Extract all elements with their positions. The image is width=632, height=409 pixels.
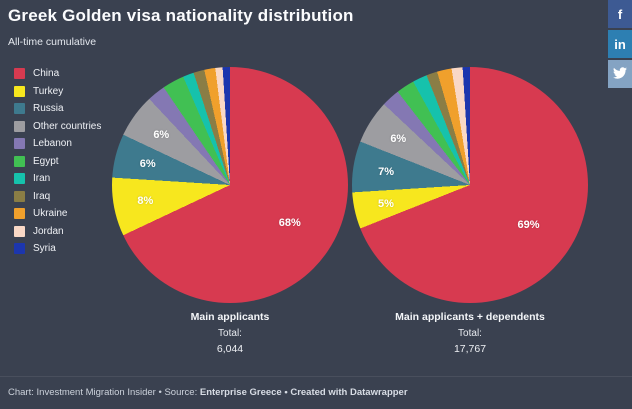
slice-label-russia: 6% (139, 157, 156, 170)
total-value: 17,767 (453, 343, 487, 355)
linkedin-share-button[interactable]: in (608, 30, 632, 58)
page-subtitle: All-time cumulative (8, 36, 97, 48)
total-label: Total: (218, 328, 242, 339)
footer-attribution: Chart: Investment Migration Insider • So… (0, 376, 632, 409)
pie-chart-main-applicants: 68% 8% 6% 6% (112, 67, 348, 303)
slice-label-russia: 7% (378, 165, 395, 178)
facebook-share-button[interactable]: f (608, 0, 632, 28)
slice-label-other-countries: 6% (390, 133, 407, 146)
legend-label: Iran (33, 173, 51, 184)
legend-item-turkey: Turkey (14, 85, 101, 97)
linkedin-icon: in (614, 36, 626, 52)
footer-chart-label: Chart: (8, 387, 34, 398)
total-value: 6,044 (216, 343, 244, 355)
footer-bullet: • (158, 387, 162, 398)
legend-item-china: China (14, 68, 101, 79)
legend-swatch-turkey (14, 85, 25, 97)
legend-item-syria: Syria (14, 243, 101, 254)
legend-item-ukraine: Ukraine (14, 208, 101, 219)
legend-item-egypt: Egypt (14, 155, 101, 167)
legend-item-iran: Iran (14, 173, 101, 184)
legend-label: Other countries (33, 120, 102, 132)
legend-swatch-china (14, 68, 25, 79)
legend-item-other-countries: Other countries (14, 120, 102, 132)
slice-label-turkey: 5% (377, 197, 394, 210)
legend-item-russia: Russia (14, 103, 101, 114)
legend-swatch-jordan (14, 225, 25, 237)
pie-chart-main-applicants-dependents: 69% 5% 7% 6% (352, 67, 588, 303)
legend-label: Iraq (33, 190, 51, 202)
social-share-column: f in (608, 0, 632, 88)
legend-label: Russia (33, 103, 64, 114)
caption-main-applicants: Main applicants Total: 6,044 (112, 311, 348, 355)
slice-label-turkey: 8% (137, 195, 154, 208)
legend-swatch-lebanon (14, 138, 25, 149)
legend-swatch-iran (14, 173, 25, 184)
footer-source-label: Source: (164, 387, 198, 398)
footer-datawrapper-link[interactable]: Created with Datawrapper (290, 387, 408, 398)
legend: China Turkey Russia Other countries Lebanon E… (14, 68, 101, 261)
legend-label: China (33, 68, 60, 79)
twitter-share-button[interactable] (608, 60, 632, 88)
facebook-icon: f (617, 6, 623, 22)
legend-label: Lebanon (33, 138, 72, 149)
caption-main-applicants-dependents: Main applicants + dependents Total: 17,7… (352, 311, 588, 355)
legend-item-jordan: Jordan (14, 225, 101, 237)
slice-label-other-countries: 6% (153, 129, 170, 142)
legend-item-lebanon: Lebanon (14, 138, 101, 149)
slice-label-china: 68% (278, 216, 301, 229)
slice-label-china: 69% (517, 218, 540, 231)
legend-swatch-egypt (14, 155, 25, 167)
legend-swatch-other-countries (14, 120, 25, 132)
page-title: Greek Golden visa nationality distributi… (8, 6, 354, 25)
legend-swatch-syria (14, 243, 25, 254)
legend-item-iraq: Iraq (14, 190, 101, 202)
legend-swatch-russia (14, 103, 25, 114)
legend-label: Ukraine (33, 208, 68, 219)
footer-source-name-link[interactable]: Enterprise Greece (199, 387, 282, 398)
footer-bullet: • (284, 387, 288, 398)
pie-title: Main applicants (190, 311, 270, 323)
legend-label: Syria (33, 243, 56, 254)
legend-label: Turkey (33, 85, 64, 97)
total-label: Total: (458, 328, 482, 339)
legend-swatch-iraq (14, 190, 25, 202)
legend-label: Egypt (33, 155, 59, 167)
pie-title: Main applicants + dependents (395, 311, 545, 323)
legend-label: Jordan (33, 225, 64, 237)
twitter-bird-icon (613, 66, 627, 83)
footer-chart-name-link[interactable]: Investment Migration Insider (36, 387, 156, 398)
legend-swatch-ukraine (14, 208, 25, 219)
